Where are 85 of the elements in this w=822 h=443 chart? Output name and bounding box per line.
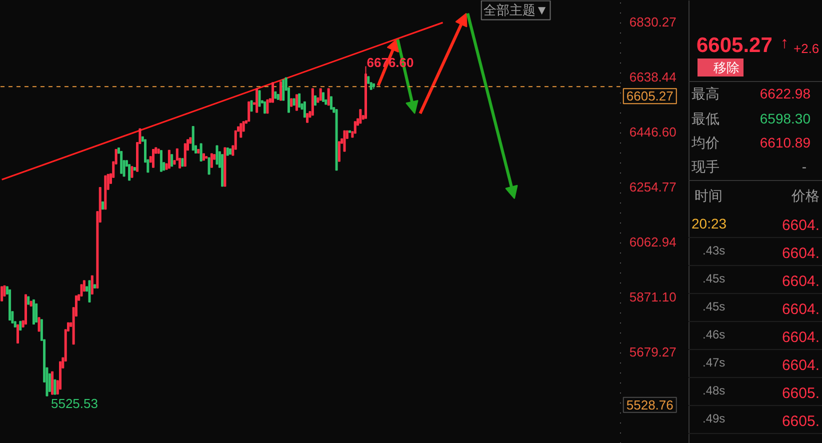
text: .43s [702, 244, 726, 258]
candlestick [184, 142, 186, 167]
text: 移除 [714, 60, 740, 75]
y-tick-label: 6062.94 [629, 234, 676, 250]
candlestick [54, 379, 56, 395]
candlestick [88, 280, 91, 303]
text: 6598.30 [760, 110, 811, 126]
text: 20:23 [692, 216, 727, 232]
candlestick [338, 140, 340, 162]
text: ↑ [780, 35, 788, 52]
annotation: 全部主题▼ [483, 2, 548, 18]
text: .49s [702, 412, 726, 426]
text: 时间 [694, 188, 722, 204]
candlestick [314, 95, 317, 106]
candlestick [258, 90, 261, 107]
y-tick-label: 5679.27 [629, 344, 676, 360]
y-tick-label: 6638.44 [629, 70, 676, 85]
candlestick [152, 148, 154, 168]
candlestick [250, 100, 253, 112]
text: 6605.27 [696, 34, 772, 57]
candlestick [327, 88, 330, 106]
annotation: 5525.53 [50, 396, 98, 412]
text: .45s [702, 272, 726, 286]
candlestick [330, 96, 332, 110]
text: 6604. [782, 273, 820, 290]
candlestick [354, 120, 356, 134]
candlestick [170, 154, 174, 167]
candlestick [19, 320, 22, 331]
candlestick [248, 101, 250, 122]
y-tick-label: 6446.60 [629, 124, 676, 140]
text: .48s [702, 384, 726, 398]
text: 最低 [692, 110, 720, 126]
annotation: 5528.76 [626, 397, 674, 412]
ref-line-label: 6605.27 [626, 88, 674, 104]
candlestick [35, 303, 38, 323]
y-tick-label: 5871.10 [629, 290, 676, 305]
candlestick [120, 150, 123, 174]
text: .45s [702, 300, 726, 314]
candlestick [0, 286, 4, 302]
candlestick [306, 112, 309, 124]
text: 6605. [782, 413, 820, 430]
text: .47s [702, 356, 726, 370]
candlestick [266, 99, 269, 114]
candlestick [200, 143, 202, 162]
text: - [802, 158, 807, 174]
candlestick [343, 130, 346, 152]
candlestick [240, 122, 242, 138]
text: +2.6 [794, 41, 820, 56]
candlestick [210, 153, 213, 168]
text: 6605. [782, 385, 820, 402]
candlestick [128, 164, 131, 181]
candlestick [216, 144, 218, 165]
candlestick [280, 81, 282, 102]
candlestick [51, 371, 54, 395]
text: 均价 [690, 134, 720, 150]
text: 6604. [782, 217, 820, 234]
candlestick [130, 166, 134, 178]
text: 现手 [692, 158, 720, 174]
candlestick [38, 316, 40, 332]
candlestick [303, 101, 306, 118]
candlestick [90, 275, 94, 295]
candlestick [160, 150, 162, 172]
text: 6622.98 [760, 86, 811, 102]
candlestick [208, 157, 210, 175]
text: .46s [702, 328, 726, 342]
y-tick-label: 6254.77 [629, 180, 676, 195]
text: 价格 [790, 188, 820, 204]
candlestick [16, 324, 20, 344]
text: 6604. [782, 245, 820, 262]
candlestick [80, 284, 83, 297]
candlestick [168, 150, 170, 169]
candlestick [359, 108, 362, 124]
candlestick [298, 93, 301, 108]
text: 最高 [692, 86, 720, 102]
candlestick [319, 88, 322, 102]
text: 6604. [782, 357, 820, 374]
text: 6604. [782, 301, 820, 318]
text: 6610.89 [760, 134, 811, 150]
text: 6604. [782, 329, 820, 346]
candlestick [322, 92, 324, 102]
y-tick-label: 6830.27 [629, 14, 676, 30]
candlestick [272, 82, 274, 103]
candlestick [282, 79, 285, 102]
candlestick [295, 94, 298, 112]
candlestick [264, 101, 266, 114]
